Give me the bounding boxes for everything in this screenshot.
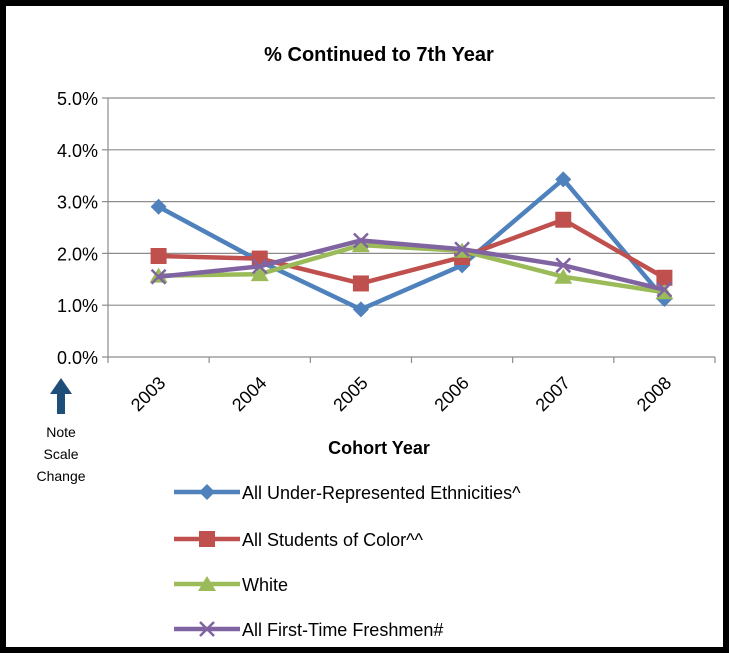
y-tick-label: 1.0% (57, 296, 98, 316)
legend-marker (199, 621, 215, 637)
x-tick-label: 2008 (633, 373, 675, 415)
legend-label: All Under-Represented Ethnicities^ (242, 483, 521, 503)
legend-marker (198, 576, 216, 591)
note-line-3: Change (36, 468, 85, 484)
data-point (150, 247, 167, 264)
y-tick-label: 5.0% (57, 89, 98, 109)
legend-label: All Students of Color^^ (242, 530, 424, 550)
legend: All Under-Represented Ethnicities^ All St… (174, 483, 521, 640)
legend-marker (199, 531, 215, 547)
data-point (351, 237, 370, 253)
x-tick-label: 2003 (127, 373, 169, 415)
note-line-2: Scale (43, 446, 78, 462)
x-tick-label: 2006 (430, 373, 472, 415)
x-tick-label: 2007 (532, 373, 574, 415)
data-point (150, 268, 167, 285)
y-tick-labels: 0.0% 1.0% 2.0% 3.0% 4.0% 5.0% (57, 89, 98, 368)
data-point (554, 268, 573, 284)
x-axis-title: Cohort Year (328, 438, 430, 458)
y-tick-label: 0.0% (57, 348, 98, 368)
up-arrow-icon (50, 378, 72, 414)
data-point (555, 171, 572, 188)
data-point (352, 275, 369, 292)
data-point (555, 211, 572, 228)
data-point (656, 269, 673, 286)
series-lines (149, 171, 674, 318)
legend-label: White (242, 575, 288, 595)
data-point (352, 301, 369, 318)
series-line-1 (157, 177, 667, 312)
note-line-1: Note (46, 424, 76, 440)
data-point (454, 241, 470, 258)
y-tick-label: 4.0% (57, 141, 98, 161)
note-scale-change: Note Scale Change (36, 378, 86, 484)
y-tick-label: 3.0% (57, 193, 98, 213)
data-point (250, 266, 269, 282)
y-tick-label: 2.0% (57, 244, 98, 264)
legend-label: All First-Time Freshmen# (242, 620, 443, 640)
grid-lines (108, 97, 715, 306)
chart-title: % Continued to 7th Year (264, 44, 494, 66)
data-point (353, 232, 369, 249)
series-line-2 (158, 217, 666, 286)
data-point (150, 198, 167, 215)
x-tick-label: 2004 (228, 373, 270, 415)
x-tick-labels: 2003 2004 2005 2006 2007 2008 (127, 373, 675, 415)
series-line-3 (158, 242, 665, 295)
series-line-4 (158, 238, 665, 292)
data-point (251, 258, 268, 275)
legend-marker (199, 484, 215, 500)
data-point (555, 257, 572, 274)
line-chart: % Continued to 7th Year 0.0% 1.0% 2.0% 3.0%… (36, 44, 716, 640)
axes (102, 97, 716, 363)
data-point (656, 281, 673, 298)
x-tick-label: 2005 (329, 373, 371, 415)
